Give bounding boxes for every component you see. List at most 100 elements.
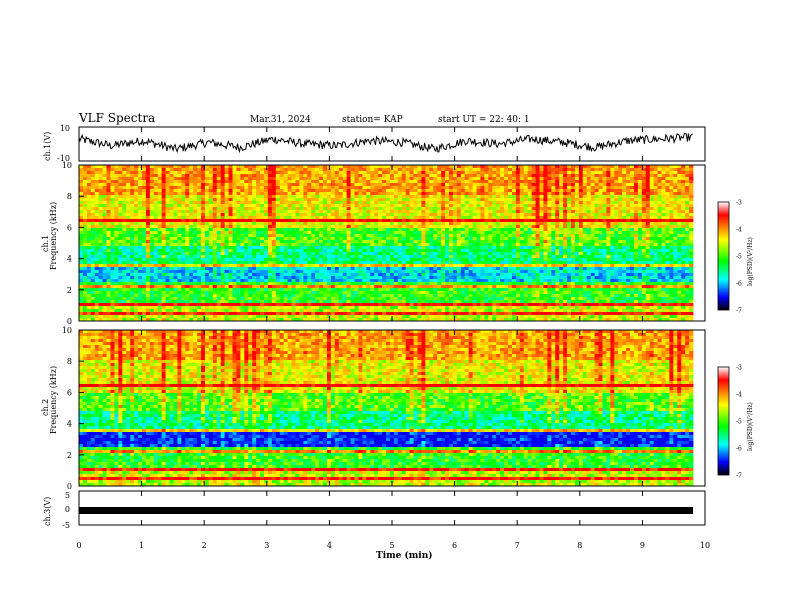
spectrogram-cell bbox=[421, 168, 426, 172]
spectrogram-cell bbox=[649, 177, 655, 181]
spectrogram-cell bbox=[220, 249, 226, 253]
spectrogram-cell bbox=[165, 225, 170, 229]
spectrogram-cell bbox=[519, 165, 525, 169]
spectrogram-cell bbox=[523, 201, 529, 205]
spectrogram-cell bbox=[267, 204, 273, 208]
spectrogram-cell bbox=[460, 207, 466, 211]
spectrogram-cell bbox=[366, 234, 371, 238]
spectrogram-cell bbox=[220, 219, 226, 223]
spectrogram-cell bbox=[149, 186, 155, 190]
spectrogram-cell bbox=[488, 171, 493, 175]
spectrogram-cell bbox=[665, 219, 670, 223]
spectrogram-cell bbox=[409, 255, 414, 259]
spectrogram-cell bbox=[378, 237, 383, 241]
spectrogram-cell bbox=[488, 201, 493, 205]
spectrogram-cell bbox=[437, 201, 442, 205]
spectrogram-cell bbox=[319, 234, 324, 238]
spectrogram-cell bbox=[86, 252, 92, 256]
spectrogram-cell bbox=[145, 207, 151, 211]
spectrogram-cell bbox=[543, 228, 548, 232]
spectrogram-cell bbox=[594, 216, 599, 220]
spectrogram-cell bbox=[606, 198, 611, 202]
spectrogram-cell bbox=[570, 165, 576, 169]
spectrogram-cell bbox=[201, 237, 206, 241]
spectrogram-cell bbox=[484, 189, 489, 193]
spectrogram-cell bbox=[295, 195, 300, 199]
spectrogram-cell bbox=[578, 195, 584, 199]
spectrogram-cell bbox=[689, 252, 694, 256]
spectrogram-cell bbox=[334, 198, 340, 202]
spectrogram-cell bbox=[299, 222, 304, 226]
spectrogram-cell bbox=[433, 252, 438, 256]
spectrogram-cell bbox=[208, 213, 214, 217]
spectrogram-cell bbox=[291, 198, 296, 202]
spectrogram-cell bbox=[224, 177, 229, 181]
spectrogram-cell bbox=[590, 192, 596, 196]
spectrogram-cell bbox=[252, 213, 257, 217]
spectrogram-cell bbox=[472, 249, 477, 253]
spectrogram-cell bbox=[307, 195, 312, 199]
spectrogram-cell bbox=[618, 198, 623, 202]
spectrogram-cell bbox=[197, 222, 202, 226]
spectrogram-cell bbox=[464, 216, 470, 220]
spectrogram-cell bbox=[185, 231, 190, 235]
spectrogram-cell bbox=[653, 234, 658, 238]
spectrogram-cell bbox=[417, 216, 422, 220]
spectrogram-cell bbox=[511, 180, 517, 184]
spectrogram-cell bbox=[138, 210, 143, 214]
spectrogram-cell bbox=[204, 222, 210, 226]
spectrogram-cell bbox=[437, 174, 442, 178]
spectrogram-cell bbox=[386, 237, 391, 241]
spectrogram-cell bbox=[578, 204, 584, 208]
spectrogram-cell bbox=[212, 219, 218, 223]
spectrogram-cell bbox=[110, 258, 115, 262]
spectrogram-cell bbox=[665, 180, 670, 184]
spectrogram-cell bbox=[413, 189, 418, 193]
spectrogram-cell bbox=[618, 222, 623, 226]
spectrogram-cell bbox=[244, 216, 249, 220]
spectrogram-cell bbox=[354, 180, 359, 184]
spectrogram-cell bbox=[212, 192, 218, 196]
spectrogram-cell bbox=[535, 255, 540, 259]
spectrogram-cell bbox=[334, 243, 340, 247]
spectrogram-cell bbox=[315, 189, 320, 193]
spectrogram-cell bbox=[287, 180, 292, 184]
spectrogram-cell bbox=[240, 213, 245, 217]
spectrogram-cell bbox=[299, 219, 304, 223]
spectrogram-cell bbox=[334, 258, 340, 262]
spectrogram-cell bbox=[326, 231, 332, 235]
spectrogram-cell bbox=[641, 201, 647, 205]
spectrogram-cell bbox=[645, 252, 651, 256]
spectrogram-cell bbox=[212, 234, 218, 238]
spectrogram-cell bbox=[464, 255, 470, 259]
spectrogram-cell bbox=[567, 201, 572, 205]
spectrogram-cell bbox=[114, 222, 119, 226]
spectrogram-cell bbox=[212, 168, 218, 172]
spectrogram-cell bbox=[425, 177, 430, 181]
spectrogram-cell bbox=[334, 255, 340, 259]
spectrogram-cell bbox=[98, 165, 104, 169]
spectrogram-cell bbox=[334, 252, 340, 256]
spectrogram-cell bbox=[594, 204, 599, 208]
spectrogram-cell bbox=[161, 246, 166, 250]
spectrogram-cell bbox=[169, 213, 174, 217]
spectrogram-cell bbox=[134, 165, 139, 169]
spectrogram-cell bbox=[673, 198, 678, 202]
spectrogram-cell bbox=[382, 186, 387, 190]
spectrogram-cell bbox=[79, 213, 84, 217]
spectrogram-cell bbox=[330, 216, 336, 220]
spectrogram-cell bbox=[311, 213, 316, 217]
spectrogram-cell bbox=[389, 231, 395, 235]
spectrogram-cell bbox=[614, 174, 619, 178]
spectrogram-cell bbox=[326, 240, 332, 244]
spectrogram-cell bbox=[208, 246, 214, 250]
spectrogram-cell bbox=[681, 237, 686, 241]
spectrogram-cell bbox=[338, 222, 344, 226]
spectrogram-cell bbox=[378, 213, 383, 217]
spectrogram-cell bbox=[429, 237, 434, 241]
spectrogram-cell bbox=[216, 210, 222, 214]
spectrogram-cell bbox=[240, 165, 245, 169]
spectrogram-cell bbox=[378, 207, 383, 211]
spectrogram-cell bbox=[685, 207, 690, 211]
spectrogram-cell bbox=[102, 177, 107, 181]
